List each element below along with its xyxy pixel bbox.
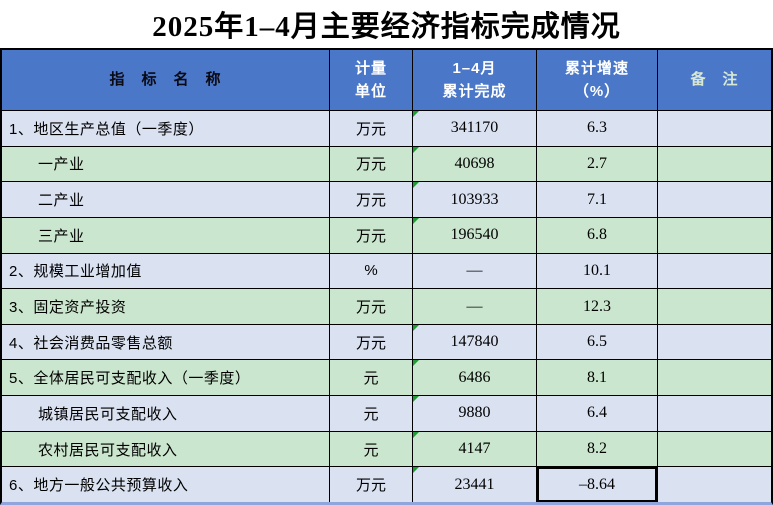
remark-cell xyxy=(658,432,771,467)
unit-cell: 万元 xyxy=(330,324,413,360)
indicator-name-cell: 三产业 xyxy=(2,217,330,253)
header-cumulative-completion: 1–4月 累计完成 xyxy=(413,50,537,110)
number-as-text-flag-icon xyxy=(413,324,419,331)
growth-cell: –8.64 xyxy=(537,467,658,503)
table-row: 三产业 万元 196540 6.8 xyxy=(2,216,771,253)
value-cell: — xyxy=(413,289,537,324)
growth-cell: 6.3 xyxy=(537,111,658,146)
number-as-text-flag-icon xyxy=(413,111,419,117)
table-row: 农村居民可支配收入 元 4147 8.2 xyxy=(2,430,771,467)
table-row: 6、地方一般公共预算收入 万元 23441 –8.64 xyxy=(2,466,771,503)
table-row: 5、全体居民可支配收入（一季度） 元 6486 8.1 xyxy=(2,359,771,396)
growth-cell: 6.5 xyxy=(537,324,658,360)
indicator-name-cell: 农村居民可支配收入 xyxy=(2,431,330,467)
growth-cell: 2.7 xyxy=(537,146,658,182)
growth-cell: 8.2 xyxy=(537,431,658,467)
value-text: 196540 xyxy=(450,226,499,244)
value-text: — xyxy=(466,297,483,315)
table-header-row: 指 标 名 称 计量 单位 1–4月 累计完成 累计增速 （%） 备 注 xyxy=(2,50,771,110)
table-row: 4、社会消费品零售总额 万元 147840 6.5 xyxy=(2,323,771,360)
table-body: 1、地区生产总值（一季度） 万元 341170 6.3 一产业 万元 40698… xyxy=(2,110,771,503)
unit-cell: 万元 xyxy=(330,146,413,182)
value-text: 9880 xyxy=(458,404,491,422)
remark-cell xyxy=(658,254,771,289)
table-row: 城镇居民可支配收入 元 9880 6.4 xyxy=(2,395,771,431)
value-cell: 9880 xyxy=(413,396,537,431)
header-cumulative-growth: 累计增速 （%） xyxy=(537,50,658,110)
remark-cell xyxy=(658,218,771,253)
growth-cell: 8.1 xyxy=(537,360,658,396)
remark-cell xyxy=(658,182,771,217)
table-row: 1、地区生产总值（一季度） 万元 341170 6.3 xyxy=(2,110,771,146)
number-as-text-flag-icon xyxy=(413,360,419,367)
unit-cell: 万元 xyxy=(330,182,413,217)
table-row: 二产业 万元 103933 7.1 xyxy=(2,181,771,217)
unit-cell: 万元 xyxy=(330,111,413,146)
value-text: 40698 xyxy=(454,154,495,172)
unit-cell: 万元 xyxy=(330,217,413,253)
table-row: 2、规模工业增加值 % — 10.1 xyxy=(2,252,771,289)
value-cell: 6486 xyxy=(413,360,537,396)
unit-cell: 元 xyxy=(330,360,413,396)
remark-cell xyxy=(658,289,771,324)
indicator-name-cell: 6、地方一般公共预算收入 xyxy=(2,467,330,503)
table-row: 3、固定资产投资 万元 — 12.3 xyxy=(2,288,771,324)
number-as-text-flag-icon xyxy=(413,217,419,224)
indicator-name-cell: 3、固定资产投资 xyxy=(2,289,330,324)
unit-cell: 万元 xyxy=(330,289,413,324)
unit-cell: 元 xyxy=(330,396,413,431)
header-remark: 备 注 xyxy=(690,71,739,89)
remark-cell xyxy=(658,325,771,360)
indicator-name-cell: 5、全体居民可支配收入（一季度） xyxy=(2,360,330,396)
growth-cell: 10.1 xyxy=(537,253,658,289)
indicator-name-cell: 1、地区生产总值（一季度） xyxy=(2,111,330,146)
remark-cell xyxy=(658,360,771,395)
number-as-text-flag-icon xyxy=(413,467,419,474)
value-cell: 196540 xyxy=(413,217,537,253)
header-indicator-name: 指 标 名 称 xyxy=(2,50,330,110)
remark-cell xyxy=(658,467,771,502)
value-text: 23441 xyxy=(454,475,495,493)
number-as-text-flag-icon xyxy=(413,182,419,189)
value-text: 103933 xyxy=(450,190,499,208)
value-cell: — xyxy=(413,253,537,289)
indicators-table: 指 标 名 称 计量 单位 1–4月 累计完成 累计增速 （%） 备 注 1、地… xyxy=(0,48,773,505)
value-cell: 23441 xyxy=(413,467,537,503)
value-text: 4147 xyxy=(458,440,491,458)
growth-cell: 6.4 xyxy=(537,396,658,431)
unit-cell: % xyxy=(330,253,413,289)
value-text: 147840 xyxy=(450,333,499,351)
number-as-text-flag-icon xyxy=(413,396,419,403)
indicator-name-cell: 二产业 xyxy=(2,182,330,217)
indicator-name-cell: 一产业 xyxy=(2,146,330,182)
remark-cell xyxy=(658,111,771,146)
growth-cell: 6.8 xyxy=(537,217,658,253)
remark-cell xyxy=(658,396,771,431)
indicator-name-cell: 4、社会消费品零售总额 xyxy=(2,324,330,360)
indicator-name-cell: 城镇居民可支配收入 xyxy=(2,396,330,431)
remark-cell xyxy=(658,147,771,182)
value-cell: 103933 xyxy=(413,182,537,217)
unit-cell: 元 xyxy=(330,431,413,467)
growth-cell: 7.1 xyxy=(537,182,658,217)
unit-cell: 万元 xyxy=(330,467,413,503)
value-cell: 147840 xyxy=(413,324,537,360)
value-cell: 4147 xyxy=(413,431,537,467)
growth-cell: 12.3 xyxy=(537,289,658,324)
value-cell: 40698 xyxy=(413,146,537,182)
header-unit: 计量 单位 xyxy=(330,50,413,110)
table-row: 一产业 万元 40698 2.7 xyxy=(2,145,771,182)
value-text: 341170 xyxy=(450,119,499,137)
report-title: 2025年1–4月主要经济指标完成情况 xyxy=(152,11,621,43)
number-as-text-flag-icon xyxy=(413,431,419,438)
value-cell: 341170 xyxy=(413,111,537,146)
value-text: 6486 xyxy=(458,368,491,386)
indicator-name-cell: 2、规模工业增加值 xyxy=(2,253,330,289)
number-as-text-flag-icon xyxy=(413,146,419,153)
value-text: — xyxy=(466,261,483,279)
